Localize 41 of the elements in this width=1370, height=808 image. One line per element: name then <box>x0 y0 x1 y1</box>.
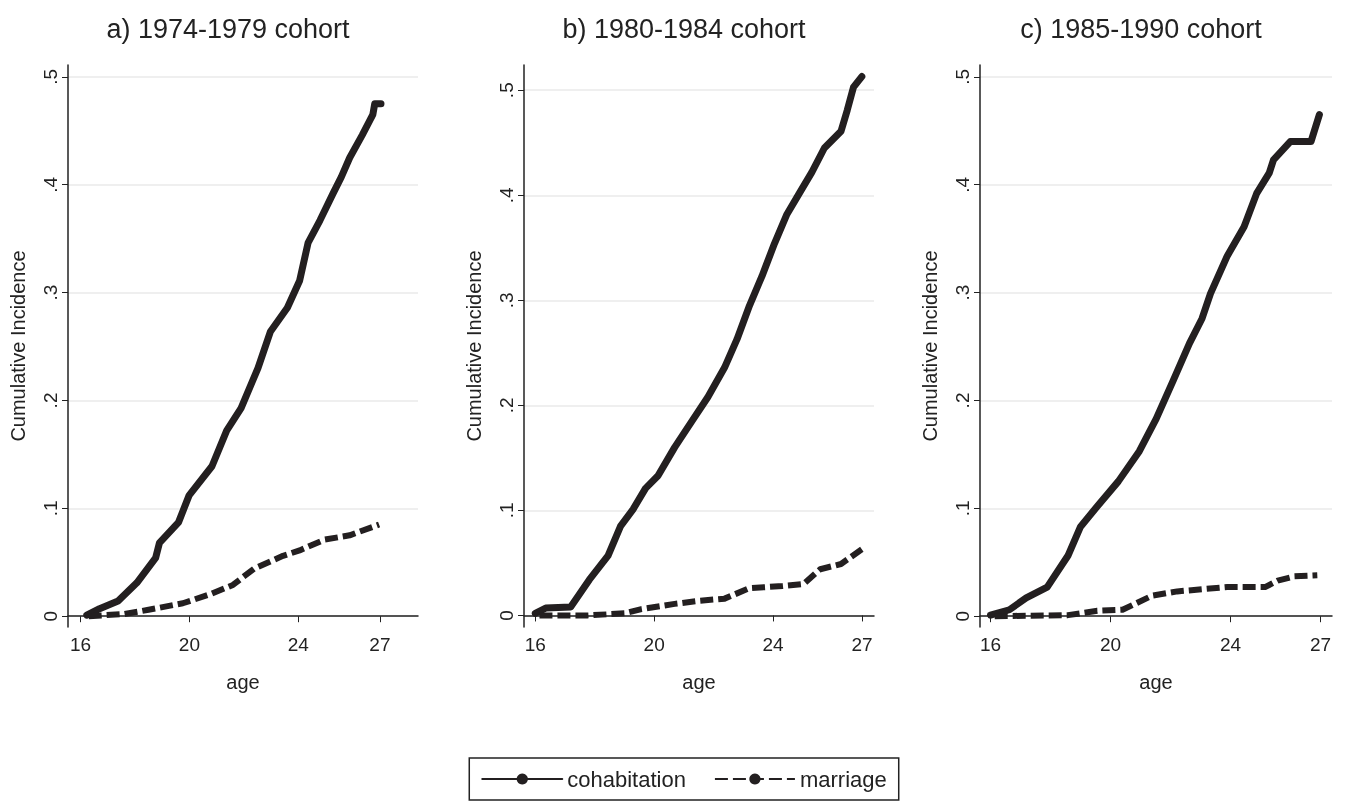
y-tick-label: .2 <box>496 397 517 414</box>
y-tick-label: .5 <box>40 68 61 85</box>
x-tick-label: 16 <box>979 634 1002 655</box>
y-tick-label: 0 <box>496 610 517 621</box>
y-tick-label: 0 <box>952 610 973 622</box>
chart-title: b) 1980-1984 cohort <box>562 13 807 44</box>
y-tick-label: .3 <box>40 284 61 301</box>
x-tick-label: 27 <box>369 634 391 655</box>
legend-label: marriage <box>799 766 887 792</box>
chart-title: a) 1974-1979 cohort <box>106 13 351 44</box>
y-axis-title: Cumulative Incidence <box>919 250 941 442</box>
x-tick-label: 24 <box>1220 634 1242 655</box>
y-tick-label: .4 <box>496 186 517 204</box>
y-tick-label: .3 <box>952 284 973 301</box>
x-tick-label: 20 <box>178 634 200 655</box>
x-tick-label: 20 <box>643 634 665 655</box>
x-tick-label: 27 <box>851 634 873 655</box>
x-tick-label: 24 <box>762 634 784 655</box>
y-tick-label: .1 <box>496 502 517 519</box>
y-tick-label: .2 <box>40 392 61 409</box>
y-tick-label: .3 <box>496 292 517 309</box>
x-tick-label: 27 <box>1310 634 1332 655</box>
x-tick-label: 16 <box>524 634 546 655</box>
y-axis-title: Cumulative Incidence <box>7 250 29 442</box>
y-tick-label: 0 <box>40 610 61 622</box>
x-tick-label: 24 <box>287 634 310 655</box>
legend-label: cohabitation <box>567 766 686 792</box>
y-tick-label: .4 <box>952 176 973 193</box>
chart-title: c) 1985-1990 cohort <box>1020 13 1263 44</box>
y-tick-label: .4 <box>40 176 61 193</box>
x-tick-label: 16 <box>69 634 92 655</box>
x-tick-label: 20 <box>1099 634 1122 655</box>
y-tick-label: .5 <box>496 82 517 99</box>
x-axis-title: age <box>682 671 716 693</box>
y-tick-label: .1 <box>952 500 973 517</box>
y-tick-label: .5 <box>952 68 973 85</box>
x-axis-title: age <box>1139 671 1173 693</box>
y-tick-label: .2 <box>952 392 973 409</box>
y-axis-title: Cumulative Incidence <box>463 250 485 442</box>
x-axis-title: age <box>226 671 260 693</box>
y-tick-label: .1 <box>40 500 61 517</box>
